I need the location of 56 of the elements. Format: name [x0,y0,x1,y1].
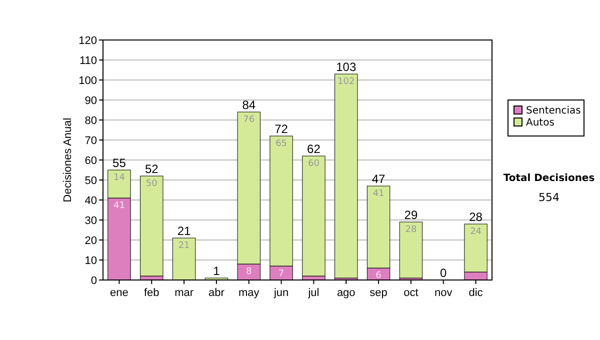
text: Total Decisiones [503,173,595,184]
total-label: 103 [336,60,356,74]
data-label: 41 [113,201,125,211]
x-tick-label: abr [208,287,225,299]
data-label: 50 [146,179,158,189]
total-label: 55 [112,156,126,170]
total-label: 62 [307,142,321,156]
x-tick-label: oct [404,287,418,299]
total-label: 72 [274,122,288,136]
data-label: 14 [113,173,126,183]
data-label: 65 [276,139,288,149]
y-tick-label: 100 [78,74,97,87]
x-tick-label: jun [272,287,289,299]
text: 554 [538,191,560,204]
y-tick-label: 90 [84,94,97,107]
data-label: 28 [405,225,417,235]
x-tick-label: ene [110,287,128,299]
data-label: 60 [308,159,320,169]
total-label: 47 [372,172,386,186]
y-tick-label: 10 [84,254,97,267]
y-tick-label: 50 [84,174,97,187]
data-label: 8 [246,267,252,277]
data-label: 7 [278,269,284,279]
y-tick-label: 30 [84,214,97,227]
y-tick-label: 120 [78,34,97,47]
x-tick-label: may [238,287,260,299]
y-tick-label: 40 [84,194,97,207]
total-label: 52 [144,162,159,176]
total-label: 29 [404,208,418,222]
x-tick-label: sep [370,287,388,299]
data-label: 6 [376,271,382,281]
y-tick-label: 110 [79,54,97,67]
x-tick-label: jul [307,287,320,299]
total-label: 28 [469,210,483,224]
data-label: 102 [338,77,355,87]
x-tick-label: ago [336,287,356,299]
x-tick-label: nov [434,287,453,299]
y-axis-title: Decisiones Anual [62,118,74,202]
total-label: 84 [242,98,256,112]
total-label: 0 [440,266,448,280]
legend-label: Autos [526,118,554,128]
data-label: 21 [178,241,190,251]
data-label: 41 [372,189,384,199]
data-label: 24 [470,227,482,237]
x-tick-label: mar [174,287,194,299]
legend-label: Sentencias [526,106,581,116]
data-label: 76 [243,115,255,125]
y-tick-label: 70 [84,134,97,147]
x-tick-label: dic [468,287,484,299]
y-tick-label: 80 [84,114,97,127]
y-tick-label: 60 [84,154,97,167]
y-tick-label: 20 [84,234,97,247]
total-label: 21 [177,224,192,238]
x-tick-label: feb [144,287,160,299]
y-tick-label: 0 [90,274,97,287]
total-label: 1 [213,264,220,278]
